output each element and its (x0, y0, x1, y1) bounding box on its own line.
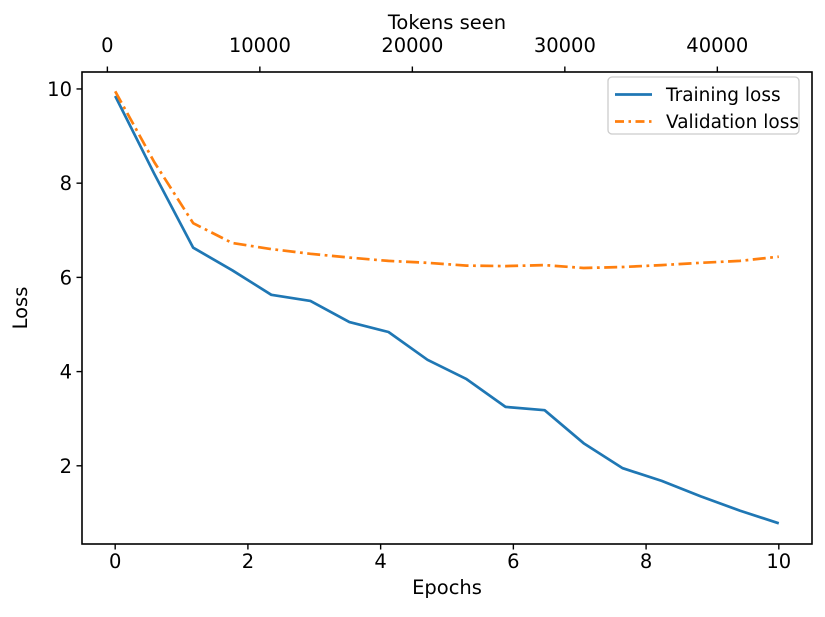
y-tick-label: 6 (60, 266, 72, 289)
top-tick-label: 10000 (229, 34, 291, 57)
top-axis-label: Tokens seen (387, 11, 506, 34)
x-tick-label: 2 (242, 550, 254, 573)
y-tick-label: 4 (60, 361, 72, 384)
y-axis-label: Loss (9, 287, 32, 330)
top-tick-label: 20000 (381, 34, 443, 57)
legend-label-training: Training loss (665, 85, 781, 106)
x-tick-label: 0 (109, 550, 121, 573)
x-tick-label: 10 (766, 550, 791, 573)
y-tick-label: 2 (60, 455, 72, 478)
legend-label-validation: Validation loss (666, 112, 799, 133)
x-tick-label: 8 (640, 550, 652, 573)
y-tick-label: 8 (60, 172, 72, 195)
legend: Training loss Validation loss (607, 76, 800, 135)
top-tick-label: 40000 (686, 34, 748, 57)
legend-box (607, 76, 800, 135)
top-tick-label: 30000 (534, 34, 596, 57)
series-line-training-loss (113, 95, 780, 525)
x-tick-label: 4 (374, 550, 386, 573)
top-tick-label: 0 (101, 34, 113, 57)
x-tick-label: 6 (507, 550, 519, 573)
plot-border (81, 71, 813, 545)
x-axis-label: Epochs (412, 576, 482, 599)
y-tick-label: 10 (47, 78, 72, 101)
